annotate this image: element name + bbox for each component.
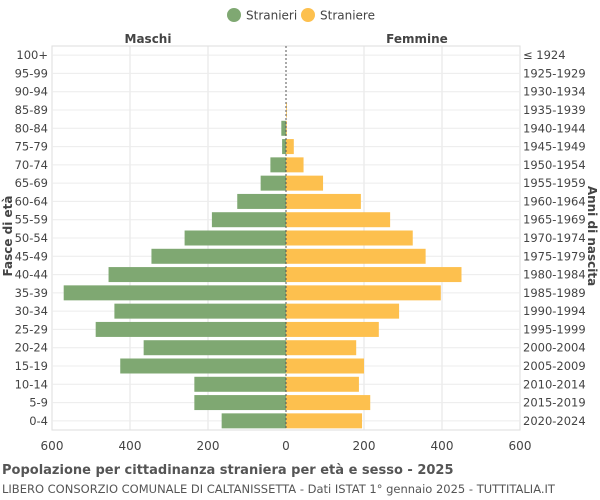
age-group-label: 70-74 <box>15 158 48 172</box>
bar-stranieri[interactable] <box>114 303 287 319</box>
bar-straniere[interactable] <box>286 303 400 319</box>
bar-straniere[interactable] <box>286 267 462 283</box>
age-group-label: 75-79 <box>15 140 48 154</box>
birth-years-label: 1955-1959 <box>523 176 586 190</box>
birth-years-label: 1990-1994 <box>523 304 586 318</box>
population-pyramid-chart: 600 400 200 0 200 400 600 100+ ≤ 1924 95-99 1925-1… <box>1 8 599 453</box>
age-group-label: 45-49 <box>15 249 48 263</box>
age-group-label: 85-89 <box>15 103 48 117</box>
birth-years-label: 1925-1929 <box>523 66 586 80</box>
x-tick-label: 0 <box>282 439 290 453</box>
age-group-label: 65-69 <box>15 176 48 190</box>
legend[interactable]: Stranieri Straniere <box>227 8 375 23</box>
birth-years-label: 1995-1999 <box>523 322 586 336</box>
birth-years-label: 1980-1984 <box>523 268 586 282</box>
bar-straniere[interactable] <box>286 395 371 411</box>
y-axis-label-left: Fasce di età <box>1 195 15 276</box>
birth-years-label: 1945-1949 <box>523 140 586 154</box>
age-group-label: 55-59 <box>15 213 48 227</box>
birth-years-label: ≤ 1924 <box>523 48 566 62</box>
age-group-label: 50-54 <box>15 231 48 245</box>
bar-straniere[interactable] <box>286 358 364 374</box>
bar-stranieri[interactable] <box>143 340 286 356</box>
x-tick-label: 400 <box>431 439 454 453</box>
x-tick-label: 200 <box>353 439 376 453</box>
bar-straniere[interactable] <box>286 139 294 155</box>
bar-stranieri[interactable] <box>108 267 286 283</box>
legend-label-stranieri[interactable]: Stranieri <box>246 9 297 23</box>
birth-years-label: 1975-1979 <box>523 249 586 263</box>
bar-straniere[interactable] <box>286 193 361 209</box>
age-group-label: 25-29 <box>15 322 48 336</box>
bar-straniere[interactable] <box>286 175 324 191</box>
bar-stranieri[interactable] <box>194 376 286 392</box>
bar-stranieri[interactable] <box>120 358 286 374</box>
bar-stranieri[interactable] <box>260 175 286 191</box>
birth-years-label: 1960-1964 <box>523 194 586 208</box>
bar-stranieri[interactable] <box>211 212 286 228</box>
bar-straniere[interactable] <box>286 413 363 429</box>
x-tick-label: 200 <box>197 439 220 453</box>
bar-straniere[interactable] <box>286 376 359 392</box>
birth-years-label: 2005-2009 <box>523 359 586 373</box>
birth-years-label: 1940-1944 <box>523 121 586 135</box>
birth-years-label: 2000-2004 <box>523 341 586 355</box>
bar-straniere[interactable] <box>286 212 391 228</box>
bar-stranieri[interactable] <box>95 321 287 337</box>
age-group-label: 40-44 <box>15 268 48 282</box>
x-tick-label: 400 <box>119 439 142 453</box>
bar-straniere[interactable] <box>286 157 304 173</box>
birth-years-label: 1985-1989 <box>523 286 586 300</box>
bar-stranieri[interactable] <box>63 285 287 301</box>
bar-straniere[interactable] <box>286 230 413 246</box>
header-femmine: Femmine <box>386 32 448 46</box>
age-group-label: 30-34 <box>15 304 48 318</box>
age-group-label: 60-64 <box>15 194 48 208</box>
birth-years-label: 2015-2019 <box>523 396 586 410</box>
birth-years-label: 2010-2014 <box>523 377 586 391</box>
age-group-label: 20-24 <box>15 341 48 355</box>
birth-years-label: 1930-1934 <box>523 85 586 99</box>
bar-straniere[interactable] <box>286 340 357 356</box>
birth-years-label: 2020-2024 <box>523 414 586 428</box>
legend-swatch-stranieri <box>227 8 241 22</box>
legend-swatch-straniere <box>301 8 315 22</box>
bar-stranieri[interactable] <box>281 120 286 136</box>
age-group-label: 15-19 <box>15 359 48 373</box>
age-group-label: 5-9 <box>29 396 48 410</box>
x-tick-label: 600 <box>41 439 64 453</box>
bar-stranieri[interactable] <box>270 157 286 173</box>
birth-years-label: 1970-1974 <box>523 231 586 245</box>
bar-stranieri[interactable] <box>194 395 286 411</box>
bar-stranieri[interactable] <box>221 413 286 429</box>
bar-straniere[interactable] <box>286 321 379 337</box>
age-group-label: 95-99 <box>15 66 48 80</box>
age-group-label: 90-94 <box>15 85 48 99</box>
birth-years-label: 1965-1969 <box>523 213 586 227</box>
y-axis-label-right: Anni di nascita <box>585 186 599 286</box>
age-group-label: 35-39 <box>15 286 48 300</box>
bars <box>63 46 462 430</box>
bar-straniere[interactable] <box>286 120 287 136</box>
header-maschi: Maschi <box>125 32 172 46</box>
bar-stranieri[interactable] <box>282 139 286 155</box>
bar-straniere[interactable] <box>286 285 441 301</box>
age-group-label: 0-4 <box>29 414 48 428</box>
chart-source: LIBERO CONSORZIO COMUNALE DI CALTANISSET… <box>2 482 555 496</box>
age-group-label: 10-14 <box>15 377 48 391</box>
bar-stranieri[interactable] <box>151 248 286 264</box>
x-tick-label: 600 <box>509 439 532 453</box>
bar-straniere[interactable] <box>286 248 426 264</box>
chart-title: Popolazione per cittadinanza straniera p… <box>2 463 454 478</box>
age-group-label: 100+ <box>16 48 48 62</box>
birth-years-label: 1950-1954 <box>523 158 586 172</box>
axis-labels: 600 400 200 0 200 400 600 100+ ≤ 1924 95-99 1925-1… <box>15 48 586 453</box>
legend-label-straniere[interactable]: Straniere <box>320 9 375 23</box>
age-group-label: 80-84 <box>15 121 48 135</box>
bar-stranieri[interactable] <box>237 193 286 209</box>
birth-years-label: 1935-1939 <box>523 103 586 117</box>
bar-stranieri[interactable] <box>184 230 286 246</box>
